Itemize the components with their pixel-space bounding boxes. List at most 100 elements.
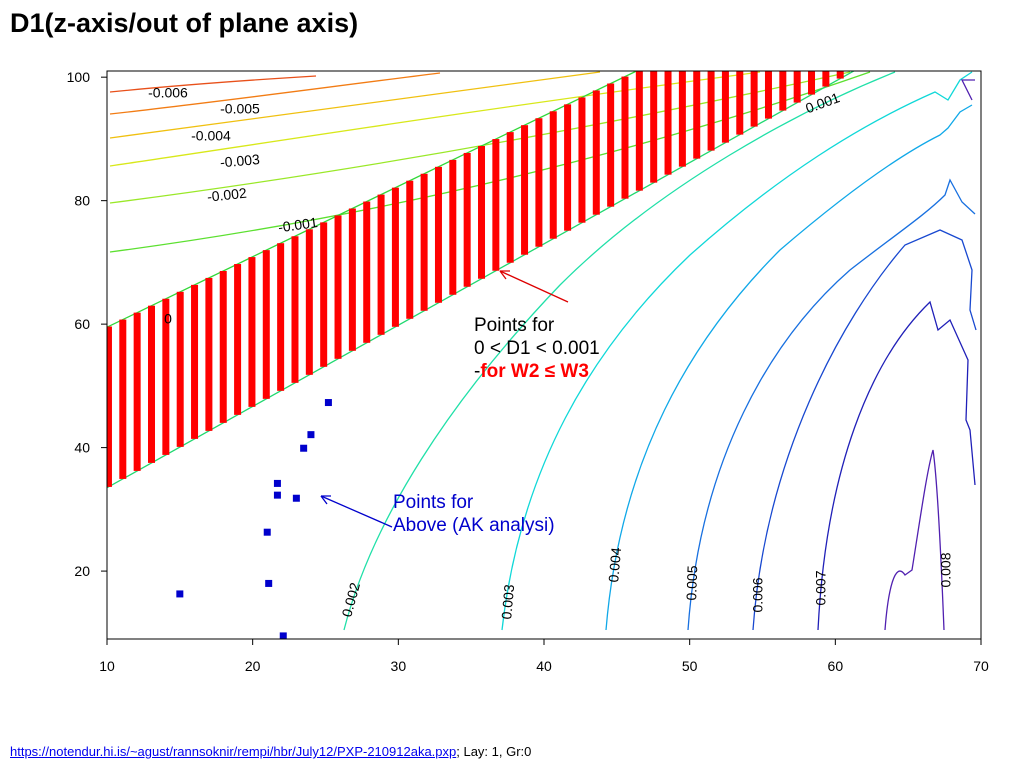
scatter-point <box>324 399 332 407</box>
band-bar <box>320 222 328 367</box>
band-bar <box>678 71 686 167</box>
contour-label: -0.002 <box>206 185 247 205</box>
contour-line <box>817 300 976 631</box>
red-annotation-dash: - <box>474 361 481 382</box>
band-bar <box>937 0 944 23</box>
chart-title: D1(z-axis/out of plane axis) <box>10 8 359 38</box>
red-arrow-head <box>499 270 510 280</box>
band-bar <box>664 71 672 175</box>
contour-line <box>109 72 441 115</box>
band-bar <box>492 139 500 271</box>
band-bar <box>621 76 629 199</box>
band-bar <box>133 312 141 471</box>
contour-label: -0.005 <box>220 101 260 117</box>
blue-annotation-line2: Above (AK analysi) <box>393 515 555 536</box>
band-bar <box>650 71 658 183</box>
band-bar <box>107 326 112 487</box>
contour-line <box>109 75 317 93</box>
band-bar <box>420 173 428 311</box>
blue-arrow-head <box>320 495 331 505</box>
band-bar <box>234 264 242 415</box>
x-tick-label: 60 <box>828 658 844 674</box>
band-bar <box>262 250 270 399</box>
band-bar <box>707 71 715 151</box>
band-bar <box>291 236 299 383</box>
y-tick-label: 20 <box>74 563 90 579</box>
y-tick-label: 60 <box>74 316 90 332</box>
scatter-point <box>263 528 271 536</box>
source-link[interactable]: https://notendur.hi.is/~agust/rannsoknir… <box>10 744 457 759</box>
contour-label: -0.004 <box>191 128 231 144</box>
axes: 10 20 30 40 50 60 70 20 40 60 80 100 <box>67 69 989 674</box>
x-tick-label: 40 <box>536 658 552 674</box>
scatter-point <box>292 494 300 502</box>
band-bar <box>635 71 643 191</box>
contour-line <box>752 229 977 631</box>
band-bar <box>851 0 858 71</box>
band-bar <box>521 125 529 255</box>
band-bar <box>377 194 385 335</box>
blue-points <box>176 399 332 639</box>
x-tick-label: 30 <box>391 658 407 674</box>
band-bar <box>721 71 729 143</box>
band-bar <box>764 71 772 119</box>
contour-label: 0 <box>164 311 172 327</box>
contour-line <box>109 71 601 139</box>
band-bar <box>578 97 586 223</box>
band-bar <box>219 270 227 423</box>
annotation-arrows <box>320 270 569 528</box>
contour-line <box>605 104 973 631</box>
band-bar <box>506 132 514 263</box>
contour-line <box>884 449 945 631</box>
band-bar <box>363 201 371 343</box>
contour-line <box>343 71 896 631</box>
footer-suffix: ; Lay: 1, Gr:0 <box>456 744 532 759</box>
scatter-point <box>273 491 281 499</box>
band-bar <box>564 104 572 231</box>
contour-label: 0.003 <box>498 584 517 621</box>
band-bar <box>176 291 184 447</box>
footer: https://notendur.hi.is/~agust/rannsoknir… <box>10 744 531 759</box>
x-tick-label: 20 <box>245 658 261 674</box>
x-tick-label: 70 <box>973 658 989 674</box>
contour-line <box>501 71 973 631</box>
contour-line <box>687 178 976 631</box>
band-bar <box>463 152 471 287</box>
band-bar <box>865 0 872 63</box>
contour-label: -0.003 <box>219 151 260 170</box>
band-bar <box>406 180 414 319</box>
contour-label: 0.006 <box>750 577 766 612</box>
scatter-point <box>307 431 315 439</box>
band-bar <box>191 284 199 439</box>
band-bar <box>779 71 787 111</box>
band-bar <box>162 298 170 455</box>
x-tick-label: 50 <box>682 658 698 674</box>
contour-line <box>960 79 975 101</box>
band-bar <box>951 0 958 15</box>
band-bar <box>478 145 486 279</box>
scatter-point <box>176 590 184 598</box>
contour-label: 0.005 <box>683 565 700 601</box>
band-bar <box>248 257 256 407</box>
band-bar <box>449 159 457 295</box>
contour-label: 0.008 <box>938 552 954 587</box>
red-annotation-line2: 0 < D1 < 0.001 <box>474 338 600 359</box>
contour-label: 0.004 <box>605 547 624 584</box>
band-bar <box>880 0 887 55</box>
band-bar <box>205 277 213 431</box>
band-bar <box>148 305 156 463</box>
band-bar <box>607 83 615 207</box>
band-bar <box>305 229 313 375</box>
band-bar <box>736 71 744 135</box>
y-tick-label: 80 <box>74 193 90 209</box>
scatter-point <box>273 479 281 487</box>
band-bar <box>750 71 758 127</box>
red-annotation: Points for 0 < D1 < 0.001 -for W2 ≤ W3 <box>474 314 600 383</box>
contour-label: 0.002 <box>338 580 363 618</box>
band-bar <box>119 319 127 479</box>
band-bar <box>592 90 600 215</box>
band-bar <box>549 111 557 239</box>
red-annotation-condition: for W2 ≤ W3 <box>480 361 589 382</box>
contour-label: 0.007 <box>813 570 829 605</box>
red-annotation-line3: -for W2 ≤ W3 <box>474 360 600 383</box>
